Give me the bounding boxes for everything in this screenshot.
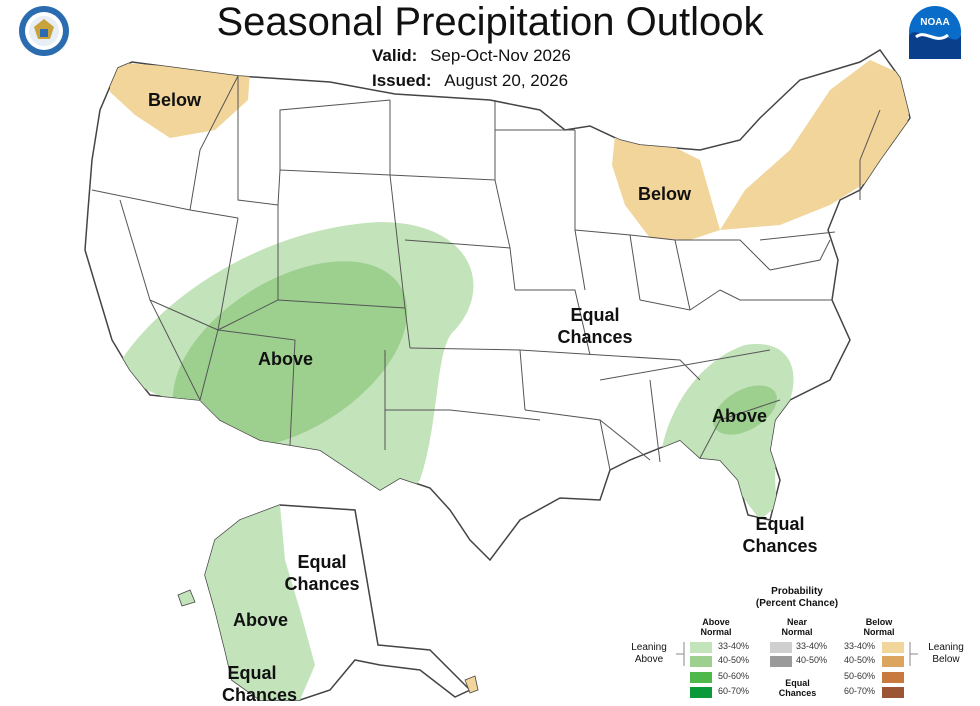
ne-below-label: Below (638, 184, 692, 204)
nw-below-region (110, 62, 250, 138)
legend-above-33-40-swatch (690, 642, 712, 653)
legend-above-33-40: 33-40% (718, 641, 750, 651)
legend-near-40-50-swatch (770, 656, 792, 667)
ak-s-equal-line1: Equal (227, 663, 277, 683)
legend-above-50-60-swatch (690, 672, 712, 683)
probability-legend: Probability (Percent Chance) Above Norma… (622, 584, 980, 701)
noaa-logo-icon: NOAA (909, 6, 961, 59)
fl-equal-line2: Chances (742, 536, 818, 556)
noaa-logo-text: NOAA (920, 17, 949, 28)
ak-equal-line1: Equal (297, 552, 347, 572)
legend-below-40-50-swatch (882, 656, 904, 667)
legend-below-header: Below Normal (863, 617, 895, 637)
legend-above-60-70: 60-70% (718, 686, 750, 696)
state-lines (91, 75, 881, 471)
central-equal-line2: Chances (557, 327, 633, 347)
valid-label: Valid: (372, 46, 418, 65)
issued-label: Issued: (372, 71, 432, 90)
legend-near-header: Near Normal (781, 617, 813, 637)
se-above-label: Above (712, 406, 768, 426)
issued-line: Issued: August 20, 2026 (372, 71, 568, 91)
valid-value: Sep-Oct-Nov 2026 (430, 46, 571, 65)
southeast-above-40-50 (713, 385, 777, 435)
legend-brackets (676, 642, 918, 666)
ak-s-equal-line2: Chances (222, 685, 298, 705)
legend-above-60-70-swatch (690, 687, 712, 698)
legend-leaning-below: Leaning Below (928, 642, 964, 665)
legend-above-50-60: 50-60% (718, 671, 750, 681)
alaska-above-region (205, 505, 315, 700)
page-title: Seasonal Precipitation Outlook (216, 0, 764, 44)
nw-below-label: Below (148, 90, 202, 110)
legend-below-40-50: 40-50% (844, 655, 876, 665)
fl-equal-line1: Equal (755, 514, 805, 534)
legend-below-50-60-swatch (882, 672, 904, 683)
legend-equal-chances: Equal Chances (778, 678, 817, 698)
legend-above-40-50-swatch (690, 656, 712, 667)
legend-title: Probability (Percent Chance) (732, 586, 862, 610)
central-equal-line1: Equal (570, 305, 620, 325)
great-lakes-below-region (612, 135, 720, 240)
valid-line: Valid: Sep-Oct-Nov 2026 (372, 46, 571, 66)
legend-above-header: Above Normal (700, 617, 732, 637)
legend-title-line1: Probability (771, 586, 823, 597)
legend-near-33-40: 33-40% (796, 641, 828, 651)
legend-below-50-60: 50-60% (844, 671, 876, 681)
florida-equal-chances-label: Equal Chances (740, 513, 820, 557)
department-of-commerce-seal-icon (19, 6, 69, 56)
legend-below-33-40-swatch (882, 642, 904, 653)
southwest-above-40-50 (172, 261, 408, 449)
ak-equal-line2: Chances (284, 574, 360, 594)
alaska-south-equal-chances-label: Equal Chances (222, 662, 298, 706)
legend-below-33-40: 33-40% (844, 641, 876, 651)
legend-title-line2: (Percent Chance) (755, 598, 839, 609)
legend-near-33-40-swatch (770, 642, 792, 653)
legend-near-40-50: 40-50% (796, 655, 828, 665)
legend-below-60-70: 60-70% (844, 686, 876, 696)
alaska-above-label: Above (233, 610, 289, 630)
legend-below-60-70-swatch (882, 687, 904, 698)
northeast-below-region (720, 60, 910, 230)
sw-above-label: Above (258, 349, 314, 369)
alaska-equal-chances-label: Equal Chances (282, 551, 362, 595)
legend-leaning-above: Leaning Above (631, 642, 667, 665)
legend-above-40-50: 40-50% (718, 655, 750, 665)
central-equal-chances-label: Equal Chances (555, 304, 635, 348)
issued-value: August 20, 2026 (444, 71, 569, 90)
